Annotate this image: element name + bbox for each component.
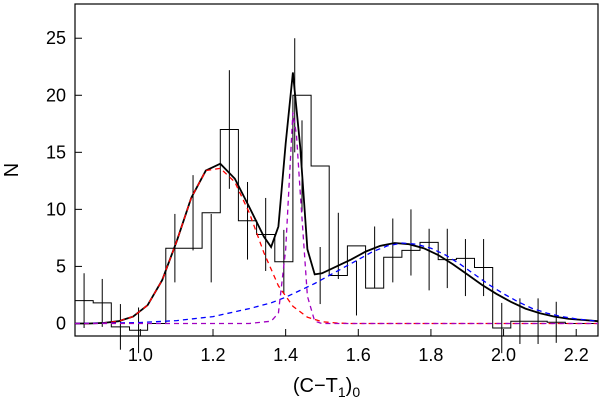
x-axis-label-close: )	[346, 375, 353, 397]
x-tick-label: 1.6	[346, 345, 371, 365]
x-tick-label: 1.4	[273, 345, 298, 365]
x-tick-label: 1.0	[128, 345, 153, 365]
y-axis-label: N	[1, 163, 23, 177]
y-tick-label: 10	[46, 199, 66, 219]
y-tick-label: 0	[56, 313, 66, 333]
x-axis-label-main: (C−T	[293, 375, 338, 397]
x-axis-label: (C−T1)0	[293, 375, 360, 400]
y-tick-label: 20	[46, 85, 66, 105]
y-tick-label: 15	[46, 142, 66, 162]
total-fit-curve	[75, 72, 599, 325]
y-tick-label: 5	[56, 256, 66, 276]
component-fit-curve	[75, 167, 598, 325]
component-fit-curve	[74, 242, 599, 325]
y-tick-label: 25	[46, 28, 66, 48]
x-axis-label-sub1: 1	[338, 384, 346, 400]
x-tick-label: 1.8	[418, 345, 443, 365]
x-tick-label: 1.2	[200, 345, 225, 365]
component-fit-curve	[75, 112, 598, 325]
fit-curves	[74, 72, 599, 325]
error-bars	[83, 38, 557, 354]
y-axis-ticks: 0 5 10 15 20 25	[46, 28, 82, 333]
x-axis-ticks: 1.0 1.2 1.4 1.6 1.8 2.0 2.2	[128, 329, 589, 365]
axes-box	[74, 3, 599, 337]
x-axis-label-sub0: 0	[352, 384, 360, 400]
x-tick-label: 2.2	[564, 345, 589, 365]
x-tick-label: 2.0	[491, 345, 516, 365]
plot-frame	[74, 3, 599, 337]
